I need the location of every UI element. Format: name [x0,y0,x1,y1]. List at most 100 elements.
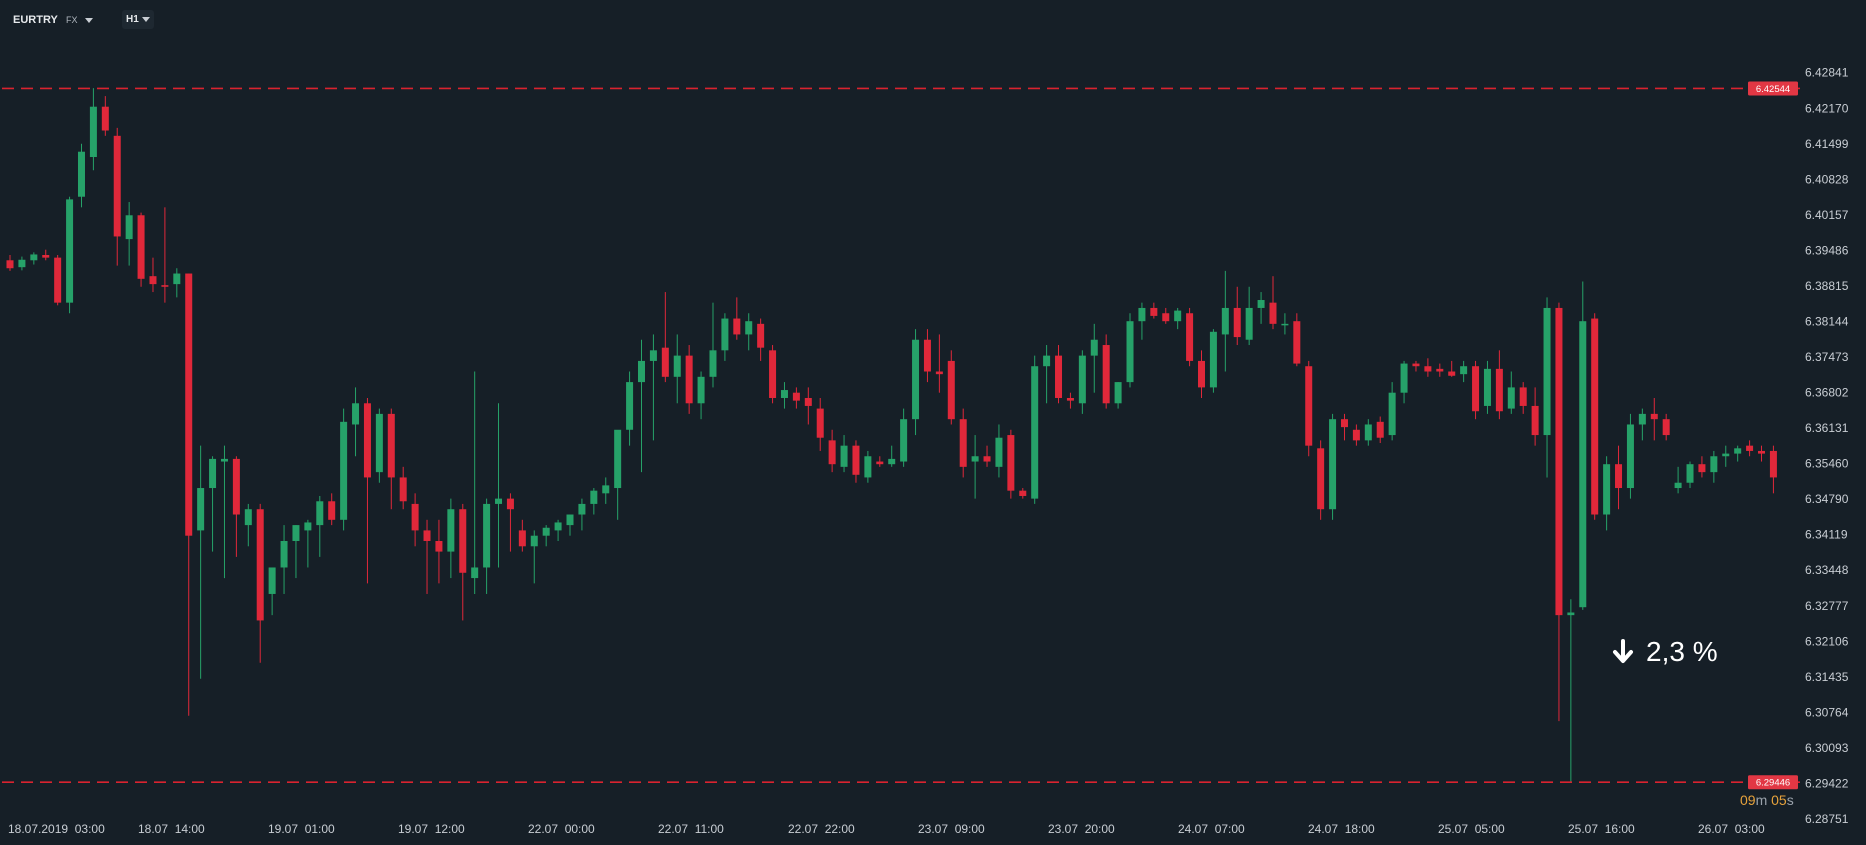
y-tick-label: 6.42170 [1805,101,1849,115]
candle-body [292,525,300,541]
candle-body [1591,318,1599,515]
candle [1388,382,1396,441]
candle [852,440,860,483]
candle [1626,413,1634,499]
candle [1293,313,1301,367]
candle-body [1424,366,1432,372]
candle-body [399,477,407,502]
candle [900,408,908,467]
candle-body [530,535,538,547]
candle-body [375,413,383,473]
time-axis[interactable]: 18.07.2019 03:00 18.07 14:00 19.07 01:00 19… [8,822,1765,836]
candle-body [1209,331,1217,388]
symbol-selector[interactable]: EURTRY [13,14,58,26]
x-tick-label: 23.07 09:00 [918,822,985,836]
candle-body [1412,363,1420,367]
candle-body [1674,482,1682,489]
candle-body [1686,464,1694,483]
candle-body [1698,464,1706,473]
y-tick-label: 6.35460 [1805,457,1849,471]
candle-body [649,350,657,361]
candle-body [1650,413,1658,420]
candle [125,202,133,266]
price-axis[interactable]: 6.42841 6.42170 6.41499 6.40828 6.40157 6.394… [1805,66,1849,826]
candle [197,445,205,679]
candle-body [161,285,169,287]
candle-body [947,360,955,420]
candle [471,371,479,594]
timeframe-selector[interactable]: H1 [122,10,154,29]
candle [1662,413,1670,441]
candle-body [1233,307,1241,338]
candle [912,329,920,436]
candle-body [1769,450,1777,478]
y-tick-label: 6.38144 [1805,315,1849,329]
y-tick-label: 6.36131 [1805,421,1849,435]
candle [89,88,97,171]
candle [792,387,800,409]
candle [1221,270,1229,372]
candle-body [1615,464,1623,489]
candle [1555,302,1563,722]
candle [637,339,645,473]
y-tick-label: 6.33448 [1805,563,1849,577]
candle [1638,408,1646,441]
candle-body [804,397,812,406]
candle [30,252,38,265]
candle [1483,360,1491,414]
candle-body [1483,368,1491,406]
candle [661,292,669,383]
candle-body [661,347,669,377]
candle [1019,488,1027,499]
candle-body [435,540,443,552]
candle-body [77,151,85,197]
candle [876,456,884,467]
candle [506,493,514,552]
y-tick-label: 6.29422 [1805,776,1849,790]
candle-body [66,199,74,303]
candle-body [828,440,836,465]
market-selector[interactable]: FX [66,15,93,25]
candle-body [113,135,121,237]
candle [1340,413,1348,441]
candle [1305,360,1313,457]
candle-body [1007,435,1015,491]
y-tick-label: 6.30093 [1805,741,1849,755]
candle-body [1448,371,1456,376]
candle [340,408,348,531]
candle-body [685,355,693,404]
candle [1400,360,1408,404]
level-label: 6.29446 [1756,778,1790,789]
candle [1031,355,1039,504]
candle [411,493,419,547]
candle [18,256,26,271]
candle-body [1281,323,1289,326]
candle-body [149,276,157,285]
candle-body [1055,355,1063,398]
y-tick-label: 6.32106 [1805,634,1849,648]
candle-body [709,350,717,377]
candle-body [1555,307,1563,616]
countdown-min-unit: m [1755,792,1768,808]
candle-body [673,355,681,377]
candle [673,334,681,404]
candle [1269,276,1277,330]
candle [947,350,955,425]
candle [1186,307,1194,367]
y-tick-label: 6.28751 [1805,812,1849,826]
candle-body [89,106,97,158]
candle-body [352,403,360,425]
countdown-seconds: 05 [1771,792,1787,808]
candle [1174,307,1182,330]
candle-body [316,501,324,526]
candle-body [626,382,634,430]
candle [649,334,657,441]
candle-body [1066,397,1074,401]
candle [971,435,979,499]
candle [1758,445,1766,462]
candle-body [137,215,145,279]
candle [220,445,228,579]
candle-body [1519,387,1527,406]
candle-body [1150,307,1158,316]
